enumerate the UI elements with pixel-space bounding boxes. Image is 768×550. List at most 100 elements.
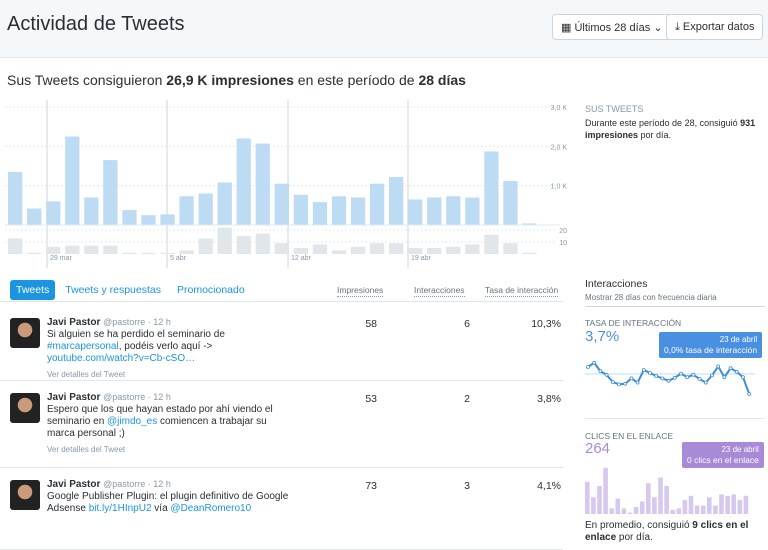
author-name[interactable]: Javi Pastor (47, 479, 101, 490)
tweet-tabs: Tweets Tweets y respuestas Promocionado (10, 280, 251, 300)
tweet-text: Espero que los que hayan estado por ahí … (47, 404, 273, 439)
calendar-icon: ▦ (561, 22, 575, 34)
tweet-link[interactable]: @jimdo_es (107, 416, 158, 427)
avatar[interactable] (10, 480, 40, 510)
engagements-bar (369, 243, 385, 254)
summary-middle: en este período de (293, 72, 419, 88)
y-tick-label: 2,0 K (551, 144, 568, 151)
clicks-bar (676, 508, 682, 514)
column-interactions[interactable]: Interacciones (414, 285, 465, 297)
x-tick-label: 29 mar (50, 255, 72, 262)
rate-point (604, 372, 609, 377)
y-tick-label: 10 (559, 240, 567, 247)
rate-point (617, 382, 621, 387)
x-tick-label: 5 abr (170, 255, 187, 262)
clicks-bar (609, 508, 614, 514)
tweet-link[interactable]: #marcapersonal (47, 341, 119, 352)
tab-tweets-replies[interactable]: Tweets y respuestas (65, 284, 161, 296)
impressions-bar (255, 143, 270, 225)
x-tick-label: 12 abr (291, 255, 312, 262)
date-range-label: Últimos 28 días (574, 22, 651, 34)
clicks-bar (713, 505, 718, 514)
impressions-bar (274, 183, 289, 225)
rate-value: 3,8% (537, 393, 561, 405)
clicks-bar (621, 508, 627, 514)
rate-point (660, 376, 665, 381)
tweet-text: Si alguien se ha perdido el seminario de… (47, 329, 225, 364)
clicks-bar (743, 495, 749, 514)
avatar[interactable] (10, 318, 40, 348)
rate-point (679, 371, 683, 376)
tweet-details-link[interactable]: Ver detalles del Tweet (47, 370, 126, 379)
engagements-bar (122, 252, 137, 254)
rate-point (734, 369, 739, 374)
rate-point (691, 372, 696, 377)
page-header: Actividad de Tweets ▦ Últimos 28 días ⌄ … (0, 0, 768, 58)
rate-value: 10,3% (531, 318, 561, 330)
tweet-link[interactable]: bit.ly/1HInpU2 (88, 503, 152, 514)
engagements-bar (103, 245, 118, 254)
page-title: Actividad de Tweets (7, 13, 185, 35)
y-tick-label: 3,0 K (551, 105, 568, 112)
author-name[interactable]: Javi Pastor (47, 317, 101, 328)
engagements-bar (217, 227, 232, 254)
export-button[interactable]: ⤓ Exportar datos (666, 14, 764, 40)
clicks-bar (585, 481, 590, 514)
date-range-button[interactable]: ▦ Últimos 28 días ⌄ (552, 14, 672, 40)
engagements-bar (331, 250, 347, 254)
clicks-bar (633, 507, 639, 514)
avatar[interactable] (10, 393, 40, 423)
engagements-bar (160, 252, 175, 254)
summary-days: 28 días (418, 72, 466, 88)
tweet-link[interactable]: youtube.com/watch?v=Cb-cSO… (47, 353, 196, 364)
impressions-bar (389, 177, 404, 225)
clicks-bar (639, 501, 645, 514)
tweet-text: Google Publisher Plugin: el plugin defin… (47, 491, 289, 514)
author-handle: @pastorre · 12 h (103, 392, 171, 402)
column-rate[interactable]: Tasa de interacción (485, 285, 559, 297)
rate-point (685, 375, 690, 380)
impressions-bar (446, 196, 461, 225)
impressions-bar (141, 215, 156, 225)
clicks-bar (700, 505, 706, 514)
x-tick-label: 19 abr (411, 255, 432, 262)
impressions-bar (27, 208, 42, 225)
impressions-bar (46, 201, 61, 225)
chevron-down-icon: ⌄ (650, 22, 663, 34)
engagements-bar (408, 248, 423, 254)
impressions-bar (8, 171, 23, 225)
impressions-chart: 3,0 K 2,0 K 1,0 K 29 mar 5 abr 12 abr 19 abr 20… (5, 100, 568, 268)
interactions-panel: Interacciones Mostrar 28 días con frecue… (585, 278, 765, 307)
engagements-bar (503, 243, 518, 254)
clicks-bar (658, 477, 663, 514)
clicks-bar (652, 497, 657, 514)
engagements-bar (8, 238, 23, 254)
author-handle: @pastorre · 12 h (103, 317, 171, 327)
clicks-bar (603, 467, 608, 514)
tab-tweets[interactable]: Tweets (10, 280, 56, 300)
rate-point (697, 377, 702, 381)
engagements-bar (522, 252, 537, 254)
impressions-value: 53 (365, 393, 377, 405)
impressions-bar (236, 138, 251, 225)
clicks-tooltip: 23 de abril 0 clics en el enlace (682, 442, 764, 468)
impressions-bar (84, 197, 99, 225)
rate-point (641, 368, 646, 372)
rate-point (710, 373, 714, 378)
impressions-bar (331, 196, 347, 225)
summary-prefix: Sus Tweets consiguieron (7, 72, 167, 88)
engagements-bar (274, 243, 289, 254)
impressions-bar (160, 214, 175, 225)
tab-promoted[interactable]: Promocionado (176, 284, 245, 296)
interactions-value: 2 (464, 393, 470, 405)
column-impressions[interactable]: Impresiones (337, 285, 384, 297)
summary: Sus Tweets consiguieron 26,9 K impresion… (7, 72, 466, 88)
rate-point (747, 392, 752, 396)
author-name[interactable]: Javi Pastor (47, 392, 101, 403)
clicks-bar (615, 498, 621, 514)
tweet-link[interactable]: @DeanRomero10 (170, 503, 252, 514)
download-icon: ⤓ (675, 21, 683, 33)
rate-value: 4,1% (537, 480, 561, 492)
tweet-details-link[interactable]: Ver detalles del Tweet (47, 445, 126, 454)
impressions-bar (65, 136, 80, 225)
